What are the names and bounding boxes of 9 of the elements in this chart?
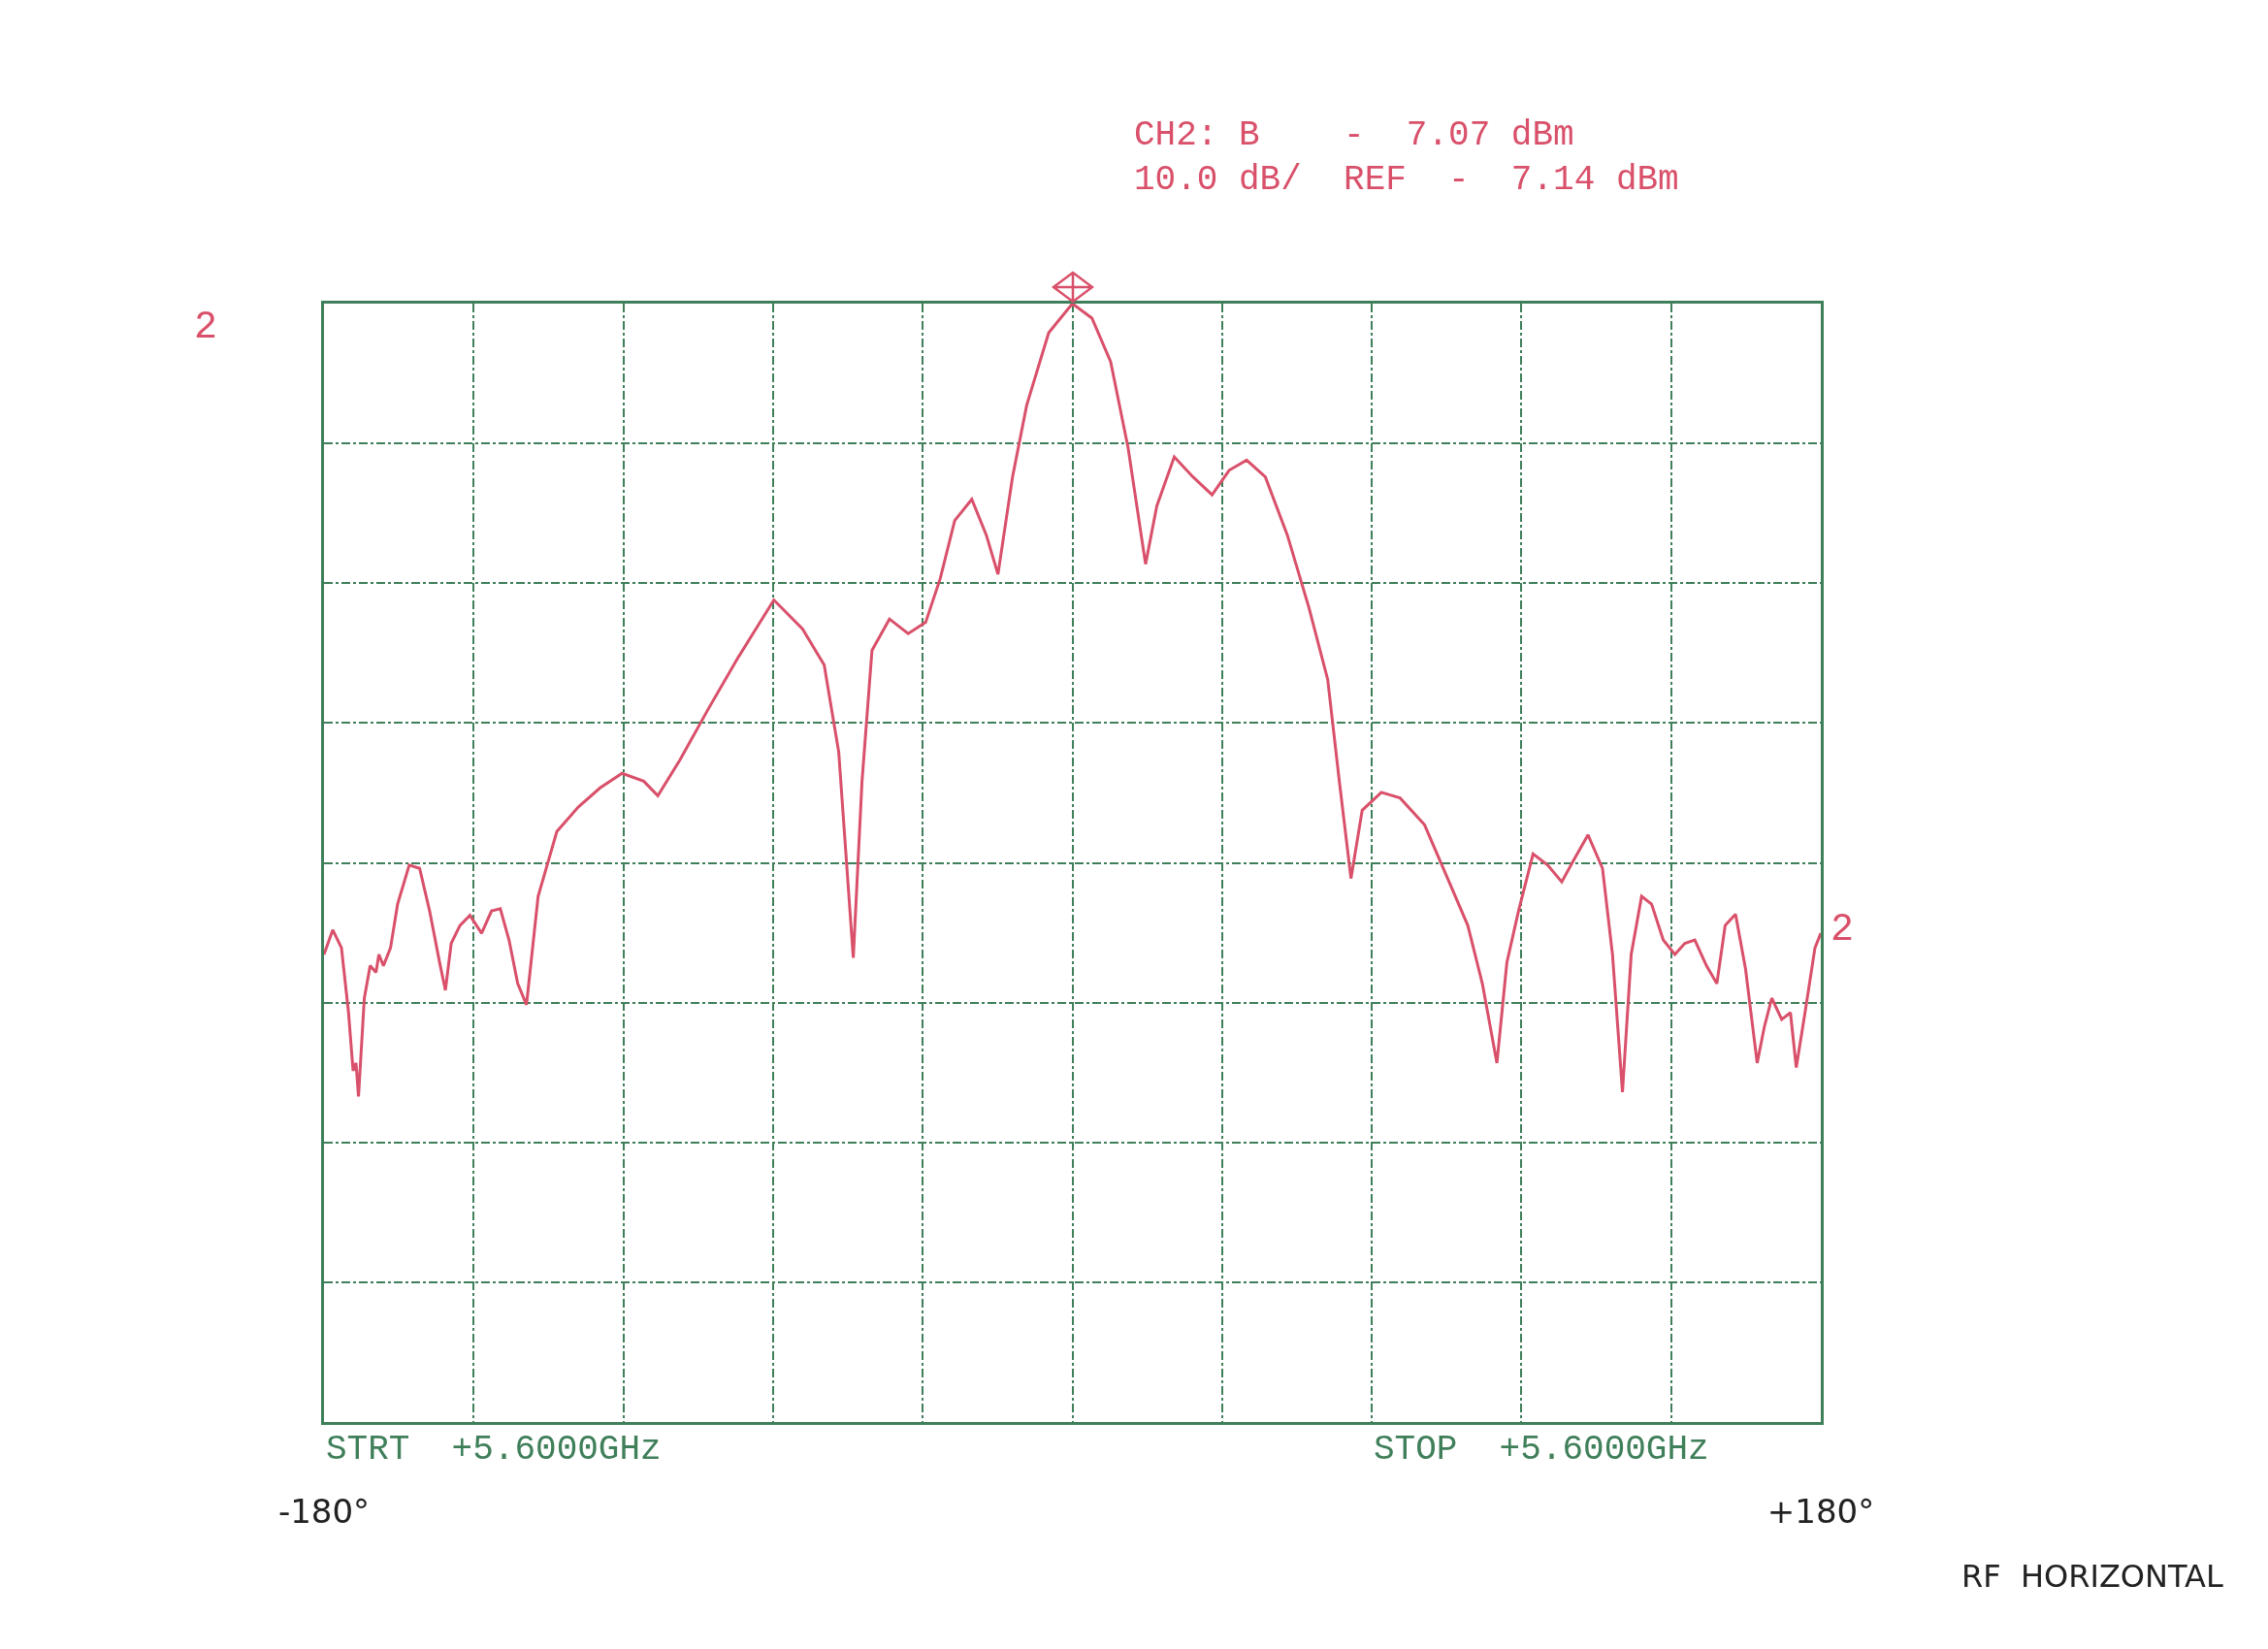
- text: CH2: B - 7.07 dBm: [1134, 115, 1574, 155]
- x-tick-label: +180°: [1766, 1491, 1875, 1531]
- text: RF HORIZONTAL: [1961, 1558, 2223, 1595]
- x-tick-label: -180°: [277, 1491, 371, 1531]
- text: 2: [194, 306, 218, 349]
- text: STOP +5.6000GHz: [1374, 1430, 1709, 1470]
- text: 2: [1831, 908, 1855, 952]
- text: STRT +5.6000GHz: [326, 1430, 662, 1470]
- text: 10.0 dB/ REF - 7.14 dBm: [1134, 160, 1679, 200]
